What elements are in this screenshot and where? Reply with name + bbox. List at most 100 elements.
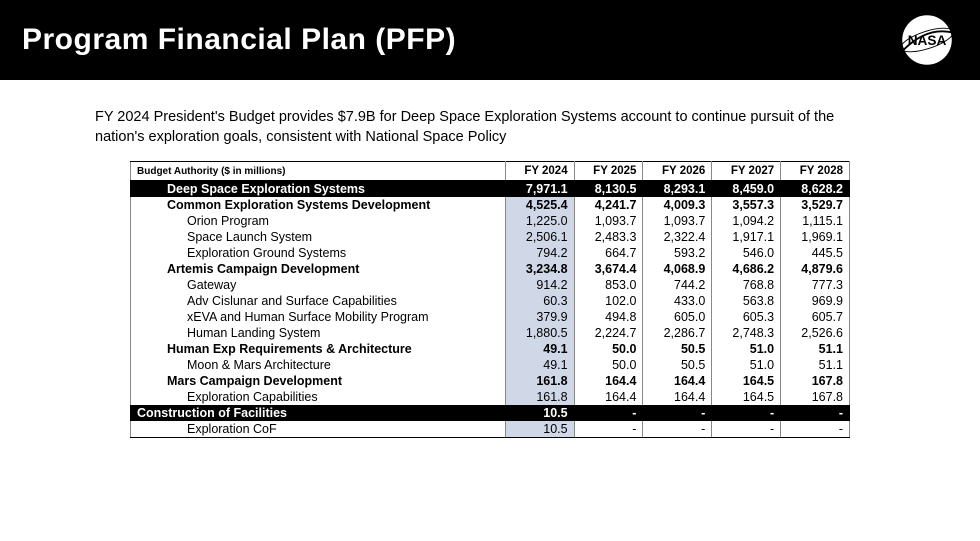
- cell-value: 161.8: [505, 389, 574, 405]
- cell-value: 2,286.7: [643, 325, 712, 341]
- cell-value: 164.4: [643, 373, 712, 389]
- cell-value: 768.8: [712, 277, 781, 293]
- row-label: Human Exp Requirements & Architecture: [131, 341, 506, 357]
- cell-value: 853.0: [574, 277, 643, 293]
- row-label: Exploration Capabilities: [131, 389, 506, 405]
- cell-value: 1,969.1: [781, 229, 850, 245]
- cell-value: 8,130.5: [574, 181, 643, 198]
- cell-value: 161.8: [505, 373, 574, 389]
- cell-value: 3,234.8: [505, 261, 574, 277]
- table-row: Construction of Facilities10.5----: [131, 405, 850, 421]
- row-label: Mars Campaign Development: [131, 373, 506, 389]
- row-label: Moon & Mars Architecture: [131, 357, 506, 373]
- budget-table-wrap: Budget Authority ($ in millions) FY 2024…: [130, 161, 850, 438]
- header-label: Budget Authority ($ in millions): [131, 162, 506, 181]
- table-header-row: Budget Authority ($ in millions) FY 2024…: [131, 162, 850, 181]
- cell-value: 605.7: [781, 309, 850, 325]
- cell-value: 164.5: [712, 389, 781, 405]
- cell-value: 2,322.4: [643, 229, 712, 245]
- cell-value: 51.1: [781, 341, 850, 357]
- cell-value: 593.2: [643, 245, 712, 261]
- row-label: Human Landing System: [131, 325, 506, 341]
- cell-value: -: [643, 421, 712, 438]
- cell-value: 914.2: [505, 277, 574, 293]
- cell-value: 664.7: [574, 245, 643, 261]
- cell-value: 445.5: [781, 245, 850, 261]
- cell-value: 546.0: [712, 245, 781, 261]
- col-fy2025: FY 2025: [574, 162, 643, 181]
- cell-value: 433.0: [643, 293, 712, 309]
- table-row: Exploration Ground Systems794.2664.7593.…: [131, 245, 850, 261]
- cell-value: 102.0: [574, 293, 643, 309]
- table-row: xEVA and Human Surface Mobility Program3…: [131, 309, 850, 325]
- cell-value: 794.2: [505, 245, 574, 261]
- table-row: Human Exp Requirements & Architecture49.…: [131, 341, 850, 357]
- table-row: Exploration CoF10.5----: [131, 421, 850, 438]
- col-fy2026: FY 2026: [643, 162, 712, 181]
- cell-value: 1,115.1: [781, 213, 850, 229]
- table-row: Space Launch System2,506.12,483.32,322.4…: [131, 229, 850, 245]
- table-row: Artemis Campaign Development3,234.83,674…: [131, 261, 850, 277]
- table-row: Deep Space Exploration Systems7,971.18,1…: [131, 181, 850, 198]
- cell-value: -: [643, 405, 712, 421]
- cell-value: 10.5: [505, 421, 574, 438]
- cell-value: -: [781, 421, 850, 438]
- cell-value: 50.0: [574, 357, 643, 373]
- cell-value: 50.5: [643, 341, 712, 357]
- row-label: Construction of Facilities: [131, 405, 506, 421]
- cell-value: 2,748.3: [712, 325, 781, 341]
- cell-value: 1,093.7: [574, 213, 643, 229]
- cell-value: 2,506.1: [505, 229, 574, 245]
- row-label: Exploration Ground Systems: [131, 245, 506, 261]
- cell-value: 4,009.3: [643, 197, 712, 213]
- cell-value: -: [574, 405, 643, 421]
- cell-value: 4,525.4: [505, 197, 574, 213]
- cell-value: 164.4: [643, 389, 712, 405]
- row-label: Gateway: [131, 277, 506, 293]
- cell-value: 8,459.0: [712, 181, 781, 198]
- table-body: Deep Space Exploration Systems7,971.18,1…: [131, 181, 850, 438]
- cell-value: 1,880.5: [505, 325, 574, 341]
- title-bar: Program Financial Plan (PFP) NASA: [0, 0, 980, 80]
- cell-value: 51.1: [781, 357, 850, 373]
- row-label: Artemis Campaign Development: [131, 261, 506, 277]
- cell-value: 49.1: [505, 357, 574, 373]
- cell-value: 2,483.3: [574, 229, 643, 245]
- cell-value: 164.4: [574, 389, 643, 405]
- cell-value: 2,224.7: [574, 325, 643, 341]
- cell-value: 4,686.2: [712, 261, 781, 277]
- nasa-logo: NASA: [896, 14, 958, 66]
- col-fy2027: FY 2027: [712, 162, 781, 181]
- cell-value: 51.0: [712, 341, 781, 357]
- cell-value: -: [712, 421, 781, 438]
- row-label: Space Launch System: [131, 229, 506, 245]
- cell-value: 50.0: [574, 341, 643, 357]
- cell-value: 1,094.2: [712, 213, 781, 229]
- cell-value: 4,241.7: [574, 197, 643, 213]
- cell-value: 777.3: [781, 277, 850, 293]
- table-row: Adv Cislunar and Surface Capabilities60.…: [131, 293, 850, 309]
- col-fy2024: FY 2024: [505, 162, 574, 181]
- table-row: Mars Campaign Development161.8164.4164.4…: [131, 373, 850, 389]
- cell-value: 563.8: [712, 293, 781, 309]
- cell-value: 51.0: [712, 357, 781, 373]
- row-label: Adv Cislunar and Surface Capabilities: [131, 293, 506, 309]
- row-label: Orion Program: [131, 213, 506, 229]
- cell-value: 4,068.9: [643, 261, 712, 277]
- cell-value: 2,526.6: [781, 325, 850, 341]
- intro-text: FY 2024 President's Budget provides $7.9…: [95, 108, 885, 147]
- table-row: Moon & Mars Architecture49.150.050.551.0…: [131, 357, 850, 373]
- budget-table: Budget Authority ($ in millions) FY 2024…: [130, 161, 850, 438]
- cell-value: 1,093.7: [643, 213, 712, 229]
- table-row: Exploration Capabilities161.8164.4164.41…: [131, 389, 850, 405]
- cell-value: 7,971.1: [505, 181, 574, 198]
- table-row: Human Landing System1,880.52,224.72,286.…: [131, 325, 850, 341]
- cell-value: 744.2: [643, 277, 712, 293]
- page-title: Program Financial Plan (PFP): [22, 23, 456, 57]
- cell-value: -: [574, 421, 643, 438]
- cell-value: 969.9: [781, 293, 850, 309]
- cell-value: 164.4: [574, 373, 643, 389]
- cell-value: 8,628.2: [781, 181, 850, 198]
- row-label: Deep Space Exploration Systems: [131, 181, 506, 198]
- cell-value: 3,557.3: [712, 197, 781, 213]
